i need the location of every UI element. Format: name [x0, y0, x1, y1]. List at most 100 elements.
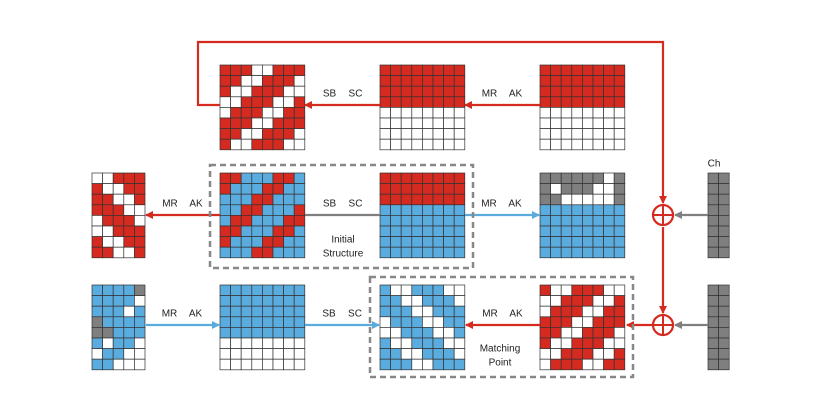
cell — [283, 348, 295, 360]
cell — [390, 327, 402, 339]
cell — [582, 215, 594, 227]
cell — [262, 358, 274, 371]
cell — [707, 183, 719, 195]
cell — [293, 128, 306, 140]
cell — [432, 117, 444, 129]
cell — [262, 295, 274, 307]
cell — [390, 348, 402, 360]
cell — [134, 204, 146, 216]
cell — [219, 316, 231, 328]
cell — [592, 107, 604, 119]
cell — [400, 305, 413, 318]
cell — [240, 64, 253, 76]
cell — [219, 75, 231, 87]
cell — [422, 305, 434, 318]
cell — [123, 246, 135, 259]
cell — [283, 138, 295, 151]
cell — [219, 327, 231, 339]
box-label: Initial — [331, 235, 354, 246]
cell — [240, 327, 253, 339]
cell — [293, 246, 306, 259]
cell — [91, 348, 103, 360]
cell — [411, 128, 423, 140]
cell — [112, 295, 125, 307]
cell — [582, 75, 594, 87]
cell — [422, 64, 434, 76]
op-label: SB — [323, 89, 337, 100]
cell — [432, 75, 444, 87]
cell — [230, 225, 242, 237]
cell — [400, 138, 413, 151]
cell — [283, 64, 295, 76]
cell — [272, 117, 284, 129]
cell — [582, 128, 594, 140]
cell — [123, 215, 135, 227]
cell — [718, 295, 730, 307]
cell — [613, 348, 626, 360]
cell — [91, 172, 103, 184]
cell — [293, 193, 306, 206]
cell — [707, 305, 719, 318]
cell — [443, 75, 455, 87]
cell — [293, 107, 306, 119]
state-grid — [707, 172, 730, 259]
cell — [123, 327, 135, 339]
cell — [272, 337, 284, 349]
cell — [422, 327, 434, 339]
cell — [91, 295, 103, 307]
op-label: MR — [482, 309, 498, 320]
cell — [293, 138, 306, 151]
cell — [432, 316, 444, 328]
cell — [283, 246, 295, 259]
cell — [91, 225, 103, 237]
cell — [422, 337, 434, 349]
cell — [592, 305, 604, 318]
cell — [560, 138, 573, 151]
cell — [550, 117, 562, 129]
cell — [422, 183, 434, 195]
cell — [603, 75, 615, 87]
cell — [123, 316, 135, 328]
cell — [432, 246, 444, 259]
cell — [613, 246, 626, 259]
cell — [293, 172, 306, 184]
cell — [240, 236, 253, 248]
state-grid — [219, 172, 306, 259]
cell — [613, 117, 626, 129]
cell — [718, 284, 730, 296]
cell — [539, 358, 551, 371]
cell — [718, 215, 730, 227]
cell — [560, 85, 573, 98]
cell — [571, 284, 583, 296]
cell — [582, 246, 594, 259]
cell — [603, 193, 615, 206]
cell — [411, 305, 423, 318]
cell — [539, 107, 551, 119]
cell — [134, 337, 146, 349]
cell — [571, 316, 583, 328]
cell — [283, 204, 295, 216]
cell — [123, 193, 135, 206]
cell — [272, 236, 284, 248]
cell — [251, 316, 263, 328]
cell — [539, 284, 551, 296]
cell — [560, 183, 573, 195]
cell — [262, 107, 274, 119]
cell — [134, 246, 146, 259]
cell — [432, 128, 444, 140]
cell — [707, 358, 719, 371]
cell — [560, 348, 573, 360]
cell — [272, 295, 284, 307]
cell — [550, 64, 562, 76]
cell — [603, 85, 615, 98]
cell — [230, 85, 242, 98]
cell — [123, 172, 135, 184]
cell — [603, 117, 615, 129]
cell — [390, 295, 402, 307]
cell — [411, 138, 423, 151]
cell — [582, 337, 594, 349]
cell — [411, 64, 423, 76]
cell — [272, 193, 284, 206]
cell — [251, 305, 263, 318]
cell — [91, 236, 103, 248]
